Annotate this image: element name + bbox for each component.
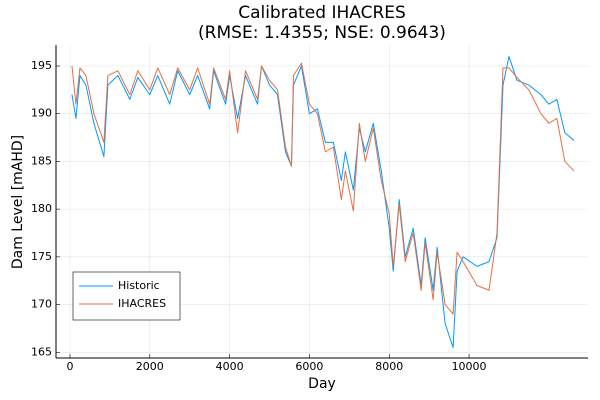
x-tick-label: 6000 [295,360,323,373]
y-tick-label: 175 [31,250,52,263]
x-tick-label: 2000 [136,360,164,373]
series-line [71,62,575,315]
y-tick-label: 165 [31,345,52,358]
y-tick-label: 185 [31,154,52,167]
y-tick-label: 190 [31,107,52,120]
chart-subtitle: (RMSE: 1.4355; NSE: 0.9643) [198,23,446,43]
y-tick-label: 195 [31,59,52,72]
y-axis-label: Dam Level [mAHD] [10,135,26,269]
x-tick-label: 8000 [375,360,403,373]
series-line [71,55,575,348]
x-tick-label: 0 [66,360,73,373]
legend-label: IHACRES [118,297,166,310]
legend-label: Historic [118,279,160,292]
x-tick-label: 4000 [216,360,244,373]
y-tick-label: 170 [31,298,52,311]
x-axis-label: Day [308,376,336,392]
legend-box [72,271,181,321]
x-tick-label: 10000 [452,360,487,373]
legend: Historic IHACRES [72,271,181,321]
chart-title: Calibrated IHACRES [238,3,406,23]
y-tick-label: 180 [31,202,52,215]
